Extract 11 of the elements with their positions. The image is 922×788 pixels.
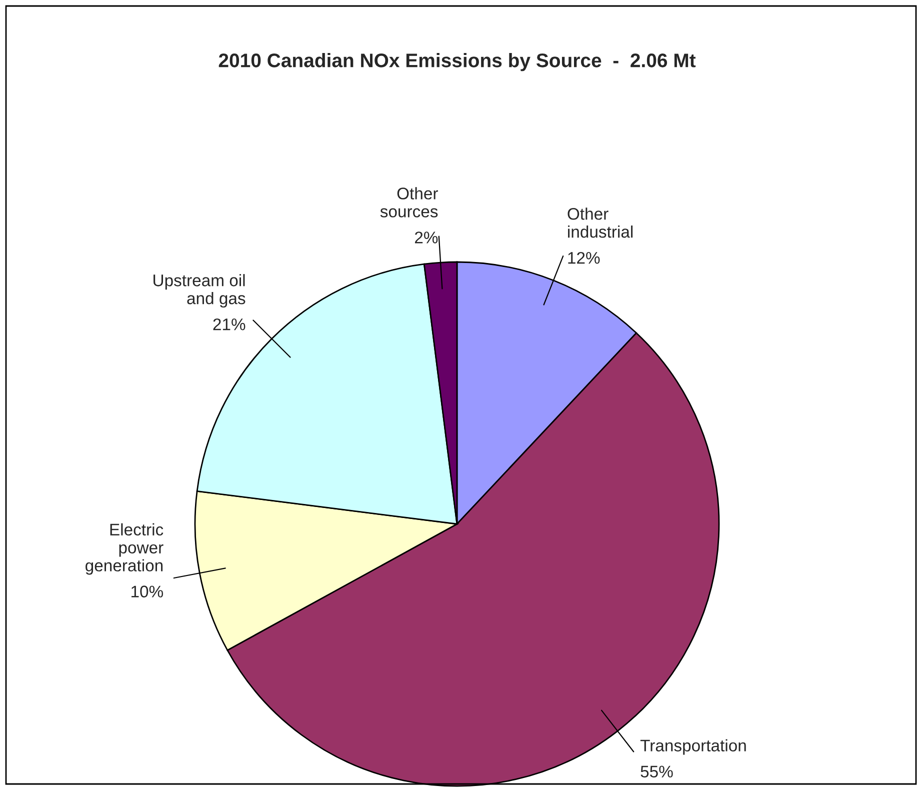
data-label: 12%	[568, 252, 600, 264]
slice-label: Other sources	[380, 187, 438, 218]
data-label: 55%	[640, 766, 673, 778]
slice-label: Transportation	[640, 739, 746, 755]
slice-label: Electric power generation	[86, 523, 164, 575]
slice-label: Other industrial	[568, 208, 633, 238]
data-label: 2%	[414, 232, 438, 244]
slice-label: Upstream oil and gas	[154, 274, 246, 308]
data-label: 10%	[132, 586, 164, 598]
chart-title: 2010 Canadian NOx Emissions by Source - 2.06 Mt	[218, 53, 696, 72]
data-label: 21%	[213, 318, 246, 330]
